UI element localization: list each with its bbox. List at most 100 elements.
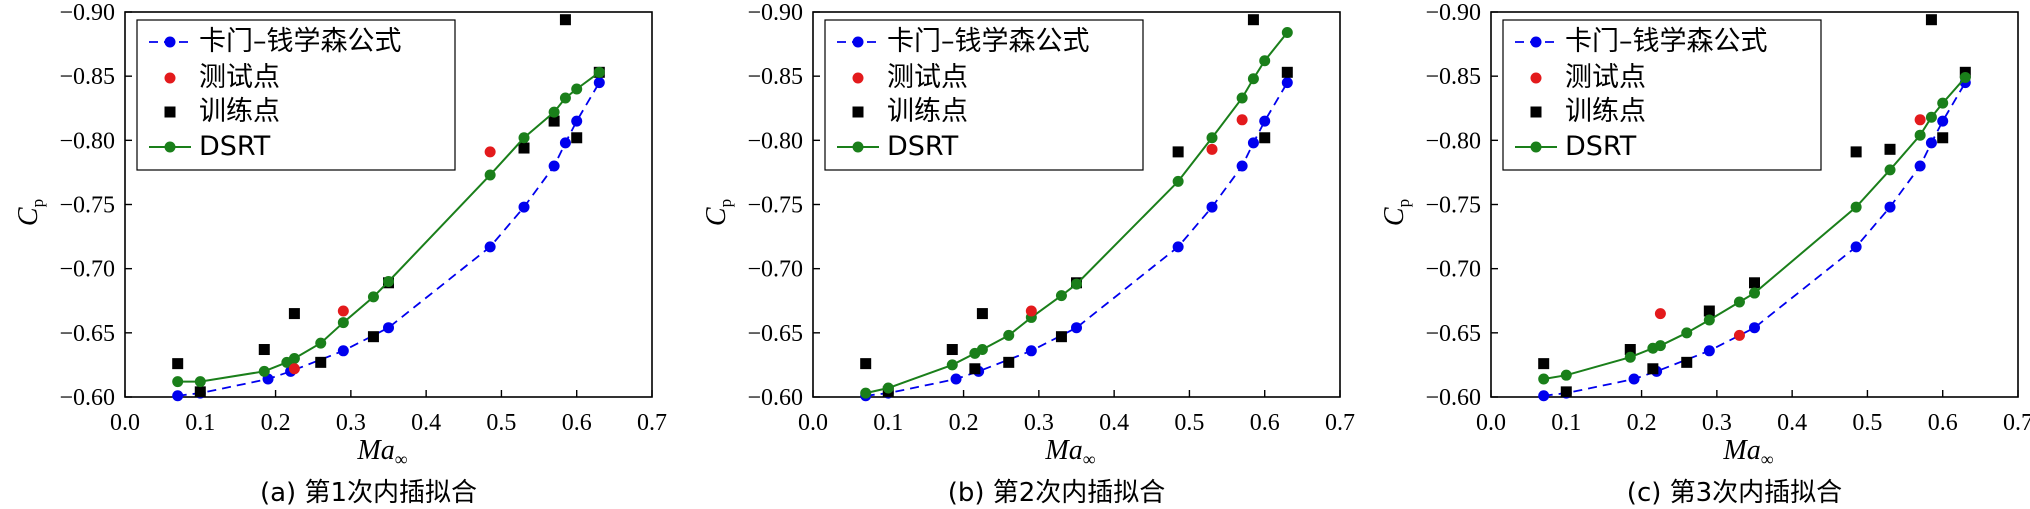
y-axis-title-main: C xyxy=(1379,207,1410,226)
dsrt-point xyxy=(1681,327,1693,339)
formula-point xyxy=(1703,345,1715,357)
formula-point xyxy=(518,201,530,213)
dsrt-point xyxy=(1247,73,1259,85)
train-point xyxy=(1281,66,1293,78)
x-axis-title-sub: ∞ xyxy=(1761,449,1774,469)
y-tick-label: −0.80 xyxy=(59,128,115,154)
x-axis-title: Ma∞ xyxy=(1044,435,1095,469)
dsrt-point xyxy=(1937,97,1949,109)
dsrt-point xyxy=(383,276,394,287)
formula-point xyxy=(548,160,560,172)
dsrt-point xyxy=(1850,201,1862,213)
formula-point xyxy=(1749,322,1760,334)
y-axis-title: Cp xyxy=(1379,199,1413,226)
train-point xyxy=(172,358,184,370)
train-point xyxy=(1624,344,1636,356)
train-point xyxy=(1259,132,1271,144)
formula-point xyxy=(1071,322,1082,334)
legend-test-marker xyxy=(1530,72,1542,84)
dsrt-point xyxy=(1959,71,1971,83)
dsrt-point xyxy=(571,83,583,95)
y-tick-label: −0.80 xyxy=(1425,128,1481,154)
legend-formula-marker xyxy=(852,36,864,48)
y-tick-label: −0.60 xyxy=(747,385,803,411)
formula-point xyxy=(1236,160,1248,172)
x-tick-label: 0.5 xyxy=(1852,410,1882,436)
dsrt-point xyxy=(288,353,300,364)
train-point xyxy=(1850,146,1862,158)
x-axis-title-main: Ma xyxy=(1044,435,1082,466)
dsrt-point xyxy=(1538,373,1550,385)
train-point xyxy=(1647,363,1659,375)
x-tick-label: 0.3 xyxy=(1702,410,1732,436)
dsrt-point xyxy=(1071,278,1082,290)
formula-point xyxy=(1247,137,1259,149)
legend-test-label: 测试点 xyxy=(887,62,968,93)
dsrt-point xyxy=(1172,175,1184,187)
y-axis-title: Cp xyxy=(13,199,47,226)
x-tick-label: 0.7 xyxy=(637,410,667,436)
dsrt-point xyxy=(593,66,605,78)
x-tick-label: 0.2 xyxy=(261,410,291,436)
y-tick-label: −0.65 xyxy=(747,321,803,347)
legend-formula-label: 卡门–钱学森公式 xyxy=(1565,26,1768,57)
dsrt-point xyxy=(559,92,571,104)
x-axis-title: Ma∞ xyxy=(1722,435,1773,469)
dsrt-point xyxy=(976,344,988,356)
legend-dsrt-label: DSRT xyxy=(887,131,959,162)
formula-point xyxy=(383,322,394,334)
chart-panel-b: 0.0 0.1 0.2 0.3 0.4 0.5 0.6 0.7 −0.60 −0.65 −0.70 −… xyxy=(701,0,1355,508)
test-point xyxy=(484,146,496,158)
train-point xyxy=(969,363,981,375)
panel-caption: (a) 第1次内插拟合 xyxy=(260,478,477,508)
x-axis-title-main: Ma xyxy=(1722,435,1760,466)
legend-train-marker xyxy=(852,106,864,118)
formula-point xyxy=(1628,373,1640,385)
y-tick-label: −0.85 xyxy=(1425,64,1481,90)
train-point xyxy=(194,386,206,398)
legend-train-marker xyxy=(164,106,176,118)
test-point xyxy=(1025,305,1037,317)
formula-point xyxy=(1172,241,1184,253)
train-point xyxy=(1925,14,1937,26)
y-tick-label: −0.65 xyxy=(59,321,115,347)
y-tick-label: −0.85 xyxy=(59,64,115,90)
y-axis-title-main: C xyxy=(13,207,44,226)
formula-point xyxy=(1259,115,1271,127)
legend-train-marker xyxy=(1530,106,1542,118)
y-axis-title-sub: p xyxy=(1394,199,1413,208)
train-point xyxy=(288,308,300,320)
x-tick-label: 0.6 xyxy=(1250,410,1280,436)
formula-point xyxy=(571,115,583,127)
dsrt-point xyxy=(1733,296,1745,308)
dsrt-point xyxy=(1236,92,1248,104)
formula-point xyxy=(1937,115,1949,127)
y-tick-label: −0.70 xyxy=(1425,257,1481,283)
x-tick-label: 0.5 xyxy=(486,410,516,436)
test-point xyxy=(1206,143,1218,155)
dsrt-point xyxy=(1281,27,1293,39)
formula-point xyxy=(950,373,962,385)
train-point xyxy=(1703,305,1715,317)
train-point xyxy=(1560,386,1572,398)
legend-test-marker xyxy=(852,72,864,84)
dsrt-point xyxy=(337,317,349,329)
dsrt-point xyxy=(315,337,327,349)
train-point xyxy=(946,344,958,356)
train-point xyxy=(1003,356,1015,368)
x-tick-label: 0.6 xyxy=(562,410,592,436)
train-point xyxy=(860,358,872,370)
test-point xyxy=(288,363,300,375)
legend-train-label: 训练点 xyxy=(1565,96,1646,127)
legend-dsrt-label: DSRT xyxy=(199,131,271,162)
legend-test-label: 测试点 xyxy=(1565,62,1646,93)
formula-point xyxy=(1025,345,1037,357)
x-tick-label: 0.5 xyxy=(1174,410,1204,436)
train-point xyxy=(559,14,571,26)
x-axis-title-main: Ma xyxy=(356,435,394,466)
x-tick-label: 0.2 xyxy=(1627,410,1657,436)
dsrt-point xyxy=(484,169,496,181)
dsrt-point xyxy=(1206,132,1218,144)
train-point xyxy=(518,142,530,154)
